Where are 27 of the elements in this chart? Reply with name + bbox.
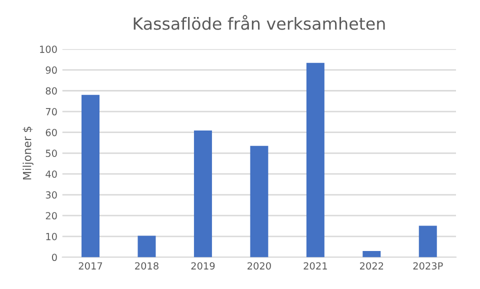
bar xyxy=(362,250,381,258)
bar xyxy=(138,236,156,258)
y-tick-label: 40 xyxy=(46,170,57,178)
y-tick-label: 80 xyxy=(46,87,57,95)
y-axis-title: Miljoner $ xyxy=(22,126,34,180)
y-tick-label: 60 xyxy=(46,128,57,136)
x-tick-label: 2021 xyxy=(304,262,327,270)
x-tick-label: 2017 xyxy=(78,262,102,270)
x-tick-label: 2022 xyxy=(360,262,384,270)
bar xyxy=(250,146,268,258)
x-tick-label: 2018 xyxy=(135,262,158,270)
y-tick-label: 10 xyxy=(46,232,57,240)
bar xyxy=(418,226,437,258)
bar xyxy=(82,94,100,258)
x-tick-label: 2023P xyxy=(413,262,443,270)
x-tick-label: 2020 xyxy=(248,262,271,270)
y-tick-label: 100 xyxy=(40,46,57,53)
y-tick-label: 70 xyxy=(46,108,57,116)
bar xyxy=(306,62,324,258)
y-tick-label: 90 xyxy=(46,66,57,74)
y-tick-label: 50 xyxy=(46,150,57,157)
y-tick-label: 30 xyxy=(46,191,57,199)
y-tick-label: 0 xyxy=(52,254,57,262)
y-tick-label: 20 xyxy=(46,212,57,220)
x-tick-label: 2019 xyxy=(191,262,215,270)
chart-title: Kassaflöde från verksamheten xyxy=(134,15,385,30)
bar xyxy=(194,130,212,258)
